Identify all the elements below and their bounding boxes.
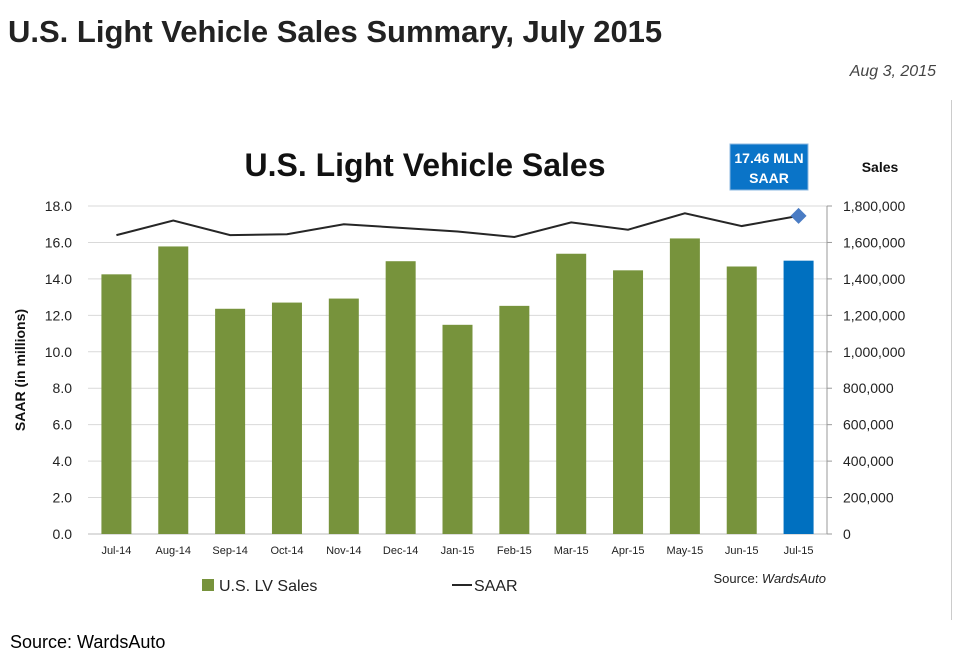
page-date: Aug 3, 2015 bbox=[849, 63, 936, 80]
x-tick-label: Aug-14 bbox=[156, 545, 191, 557]
bar-Feb-15 bbox=[499, 305, 530, 534]
x-tick-label: Jul-15 bbox=[784, 545, 814, 557]
bar-Sep-14 bbox=[215, 308, 246, 534]
divider bbox=[951, 100, 952, 620]
bar-Jun-15 bbox=[726, 266, 757, 534]
x-tick-label: Nov-14 bbox=[326, 545, 361, 557]
x-tick-label: Jun-15 bbox=[725, 545, 759, 557]
bar-Mar-15 bbox=[556, 253, 587, 534]
saar-line bbox=[116, 212, 799, 238]
y2-tick-label: 1,800,000 bbox=[843, 198, 905, 214]
y-tick-label: 6.0 bbox=[53, 417, 73, 433]
y2-tick-label: 600,000 bbox=[843, 417, 894, 433]
page-title: U.S. Light Vehicle Sales Summary, July 2… bbox=[8, 14, 663, 49]
bar-Jan-15 bbox=[442, 324, 473, 534]
chart-title: U.S. Light Vehicle Sales bbox=[244, 147, 605, 183]
saar-callout-line1: 17.46 MLN bbox=[734, 150, 803, 166]
y2-tick-label: 200,000 bbox=[843, 490, 894, 506]
x-tick-label: Sep-14 bbox=[212, 545, 247, 557]
bar-May-15 bbox=[669, 238, 700, 535]
saar-callout-line2: SAAR bbox=[749, 170, 789, 186]
x-tick-label: Oct-14 bbox=[270, 545, 303, 557]
y-tick-label: 12.0 bbox=[45, 307, 72, 323]
y-tick-label: 2.0 bbox=[53, 490, 73, 506]
y-tick-label: 16.0 bbox=[45, 234, 72, 250]
bar-Apr-15 bbox=[613, 270, 644, 534]
x-tick-label: Jan-15 bbox=[441, 545, 475, 557]
y-tick-label: 10.0 bbox=[45, 344, 72, 360]
y2-tick-label: 1,400,000 bbox=[843, 271, 905, 287]
y2-tick-label: 800,000 bbox=[843, 380, 894, 396]
y-tick-label: 8.0 bbox=[53, 380, 73, 396]
y2-tick-label: 1,000,000 bbox=[843, 344, 905, 360]
chart-source-note: Source: WardsAuto bbox=[714, 571, 827, 586]
x-tick-label: May-15 bbox=[667, 545, 704, 557]
y-tick-label: 18.0 bbox=[45, 198, 72, 214]
x-tick-label: Jul-14 bbox=[101, 545, 131, 557]
y-tick-label: 4.0 bbox=[53, 453, 73, 469]
bar-Nov-14 bbox=[328, 298, 359, 534]
x-tick-label: Dec-14 bbox=[383, 545, 418, 557]
bar-Aug-14 bbox=[158, 246, 189, 534]
x-tick-label: Mar-15 bbox=[554, 545, 589, 557]
y-axis-label: SAAR (in millions) bbox=[12, 309, 28, 431]
bar-Oct-14 bbox=[271, 302, 302, 534]
y2-tick-label: 1,600,000 bbox=[843, 234, 905, 250]
y2-tick-label: 0 bbox=[843, 526, 851, 542]
saar-callout-box bbox=[729, 143, 809, 191]
x-tick-label: Apr-15 bbox=[612, 545, 645, 557]
x-tick-label: Feb-15 bbox=[497, 545, 532, 557]
bar-Jul-14 bbox=[101, 274, 132, 534]
saar-last-marker bbox=[790, 207, 807, 224]
y-tick-label: 14.0 bbox=[45, 271, 72, 287]
y2-tick-label: 400,000 bbox=[843, 453, 894, 469]
page-source: Source: WardsAuto bbox=[10, 632, 166, 652]
bar-Jul-15 bbox=[783, 260, 814, 534]
legend-label-bars: U.S. LV Sales bbox=[219, 578, 317, 595]
bar-Dec-14 bbox=[385, 261, 416, 534]
y2-tick-label: 1,200,000 bbox=[843, 307, 905, 323]
legend-label-line: SAAR bbox=[474, 578, 518, 595]
legend-swatch-bars bbox=[202, 579, 214, 591]
y-tick-label: 0.0 bbox=[53, 526, 73, 542]
y2-axis-label: Sales bbox=[862, 159, 899, 175]
